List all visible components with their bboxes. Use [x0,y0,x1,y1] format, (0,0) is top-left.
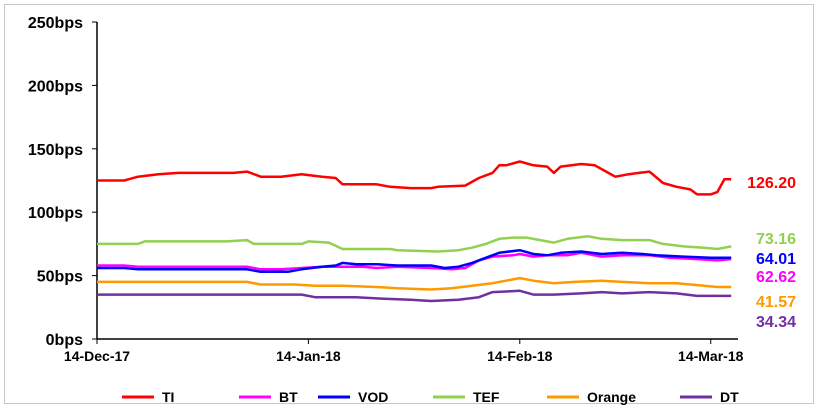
y-tick-label: 50bps [37,269,83,286]
y-tick-label: 0bps [46,332,83,349]
legend-label-dt: DT [720,389,739,405]
x-tick-label: 14-Mar-18 [678,348,744,364]
x-tick-label: 14-Feb-18 [487,348,553,364]
series-line-dt [97,289,732,303]
end-value-label-ti: 126.20 [747,175,796,192]
y-tick-label: 250bps [28,15,83,32]
series-line-vod [97,248,732,274]
end-value-label-orange: 41.57 [756,294,796,311]
x-tick-label: 14-Dec-17 [64,348,130,364]
legend-label-tef: TEF [473,389,500,405]
end-value-label-bt: 62.62 [756,269,796,286]
series-line-ti [97,160,732,196]
y-tick-label: 150bps [28,142,83,159]
series-line-bt [97,251,732,271]
legend-label-bt: BT [279,389,298,405]
series-line-tef [97,235,732,253]
legend-label-ti: TI [162,389,174,405]
end-value-label-tef: 73.16 [756,231,796,248]
y-tick-label: 100bps [28,205,83,222]
legend-label-vod: VOD [358,389,388,405]
end-value-label-dt: 34.34 [756,314,796,331]
x-tick-label: 14-Jan-18 [276,348,341,364]
end-value-label-vod: 64.01 [756,251,796,268]
chart-frame [4,4,814,404]
legend-label-orange: Orange [587,389,636,405]
y-tick-label: 200bps [28,78,83,95]
series-line-orange [97,276,732,291]
